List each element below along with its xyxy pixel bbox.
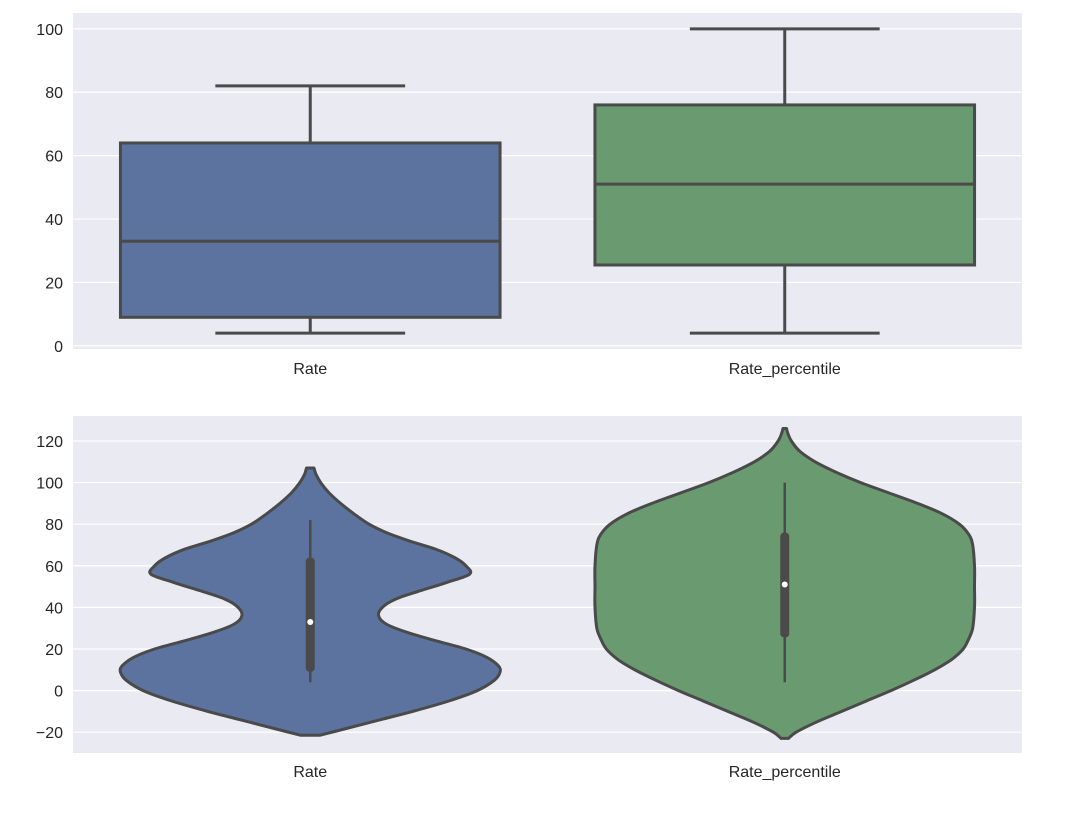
violin-rate-percentile — [593, 427, 977, 740]
y-tick-label: 60 — [45, 149, 63, 166]
y-tick-label: 80 — [45, 517, 63, 534]
violin-median-dot — [307, 618, 314, 625]
y-tick-label: 0 — [54, 684, 63, 701]
y-tick-label: 40 — [45, 600, 63, 617]
y-tick-label: 100 — [36, 22, 63, 39]
y-tick-label: 0 — [54, 339, 63, 356]
x-category-label: Rate_percentile — [729, 361, 841, 378]
y-tick-label: 120 — [36, 434, 63, 451]
y-tick-label: 20 — [45, 642, 63, 659]
y-tick-label: 40 — [45, 212, 63, 229]
violin-plot-panel: −20 0 20 40 60 80 100 120 Rate Rate_percentile — [36, 416, 1022, 781]
x-category-label: Rate — [293, 764, 327, 781]
y-tick-label: 60 — [45, 559, 63, 576]
iqr-box — [118, 141, 502, 319]
box-rate — [118, 84, 502, 335]
x-category-label: Rate_percentile — [729, 764, 841, 781]
x-category-label: Rate — [293, 361, 327, 378]
y-tick-label: 20 — [45, 275, 63, 292]
violin-iqr-bar — [305, 557, 315, 672]
box-rate-percentile — [593, 27, 977, 335]
y-tick-label: 80 — [45, 85, 63, 102]
violin-median-dot — [781, 581, 788, 588]
y-tick-label: 100 — [36, 476, 63, 493]
y-tick-label: −20 — [36, 725, 63, 742]
violin-rate — [118, 466, 502, 737]
box-plot-panel: 0 20 40 60 80 100 Rate Rate_percentile — [36, 13, 1022, 378]
